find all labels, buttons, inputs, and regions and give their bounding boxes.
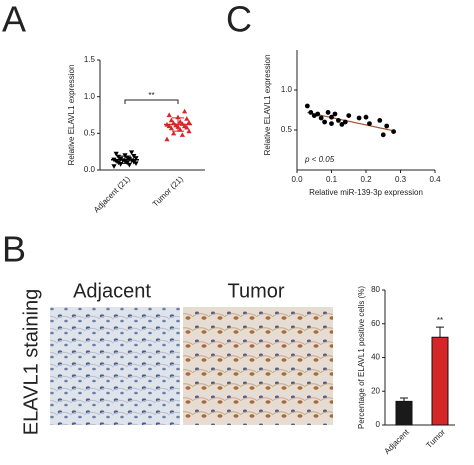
y-tick-label: 1.5: [84, 55, 96, 64]
y-axis-label: Relative ELAVL1 expression: [67, 65, 76, 166]
x-tick-label: 0.1: [326, 175, 338, 184]
data-point: [339, 122, 345, 127]
x-tick-label: 0.2: [360, 175, 372, 184]
panel-label: A: [2, 0, 26, 40]
x-axis-label: Relative miR-139-3p expression: [309, 188, 423, 197]
data-point: [111, 164, 117, 169]
bar: [395, 400, 413, 426]
trend-line: [307, 111, 394, 132]
data-point: [380, 132, 386, 138]
data-point: [164, 136, 170, 142]
y-tick-label: 0.5: [281, 125, 293, 134]
error-bar: [400, 397, 408, 402]
data-point: [363, 114, 369, 120]
y-axis-label: Percentage of ELAVL1 positive cells (%): [357, 286, 366, 429]
staining-label: ELAVL1 staining: [20, 289, 42, 435]
data-point: [325, 110, 331, 115]
data-point: [384, 123, 390, 129]
data-point: [329, 114, 334, 120]
y-tick-label: 1.0: [84, 92, 96, 101]
data-point: [304, 103, 310, 109]
data-point: [186, 119, 192, 125]
data-point: [177, 119, 183, 124]
bar: [431, 336, 449, 426]
significance-label: **: [437, 316, 443, 325]
data-point: [186, 128, 192, 134]
data-point: [342, 119, 348, 125]
histology-image: [183, 307, 333, 425]
data-point: [322, 119, 327, 125]
x-tick-label: 0.0: [291, 175, 303, 184]
data-point: [182, 108, 188, 114]
data-point: [177, 127, 183, 132]
x-tick-label: Tumor: [424, 427, 447, 450]
panel-label: C: [226, 0, 252, 40]
error-bar: [119, 155, 131, 164]
data-point: [171, 130, 177, 136]
error-bar: [172, 117, 184, 132]
y-tick-label: 0: [376, 420, 381, 429]
data-point: [315, 111, 321, 117]
data-point: [113, 151, 119, 157]
y-tick-label: 20: [371, 386, 380, 395]
data-point: [377, 118, 383, 123]
error-bar: [436, 326, 444, 338]
significance-label: **: [148, 91, 154, 100]
data-point: [179, 132, 185, 137]
y-tick-label: 0.5: [84, 128, 96, 137]
data-point: [133, 156, 139, 161]
y-tick-label: 40: [371, 353, 380, 362]
data-point: [184, 116, 190, 121]
x-tick-label: Adjacent (21): [92, 174, 132, 214]
y-axis-label: Relative ELAVL1 expression: [263, 55, 272, 156]
panel-label: B: [2, 229, 26, 270]
data-point: [391, 129, 396, 135]
data-point: [168, 117, 174, 123]
y-tick-label: 1.0: [281, 85, 293, 94]
data-point: [336, 118, 341, 123]
significance-bracket: [124, 99, 179, 104]
histology-image: [50, 307, 180, 425]
data-point: [124, 155, 130, 161]
data-point: [129, 150, 135, 155]
x-tick-label: 0.4: [429, 175, 441, 184]
data-point: [166, 123, 172, 129]
image-label: Adjacent: [73, 280, 151, 302]
data-point: [318, 115, 324, 121]
data-point: [356, 115, 362, 121]
data-point: [131, 153, 137, 159]
data-point: [367, 121, 372, 126]
y-tick-label: 80: [371, 285, 380, 294]
x-tick-label: 0.3: [395, 175, 407, 184]
data-point: [329, 121, 334, 126]
data-point: [332, 111, 338, 117]
x-tick-label: Adjacent: [383, 427, 412, 456]
x-tick-label: Tumor (21): [151, 174, 185, 208]
data-point: [184, 124, 190, 130]
data-point: [346, 113, 352, 118]
image-label: Tumor: [227, 280, 284, 302]
data-point: [126, 162, 132, 168]
y-tick-label: 60: [371, 319, 380, 328]
data-point: [166, 112, 172, 118]
annotation: p < 0.05: [304, 155, 335, 164]
data-point: [308, 110, 314, 115]
y-tick-label: 0.0: [84, 165, 96, 174]
